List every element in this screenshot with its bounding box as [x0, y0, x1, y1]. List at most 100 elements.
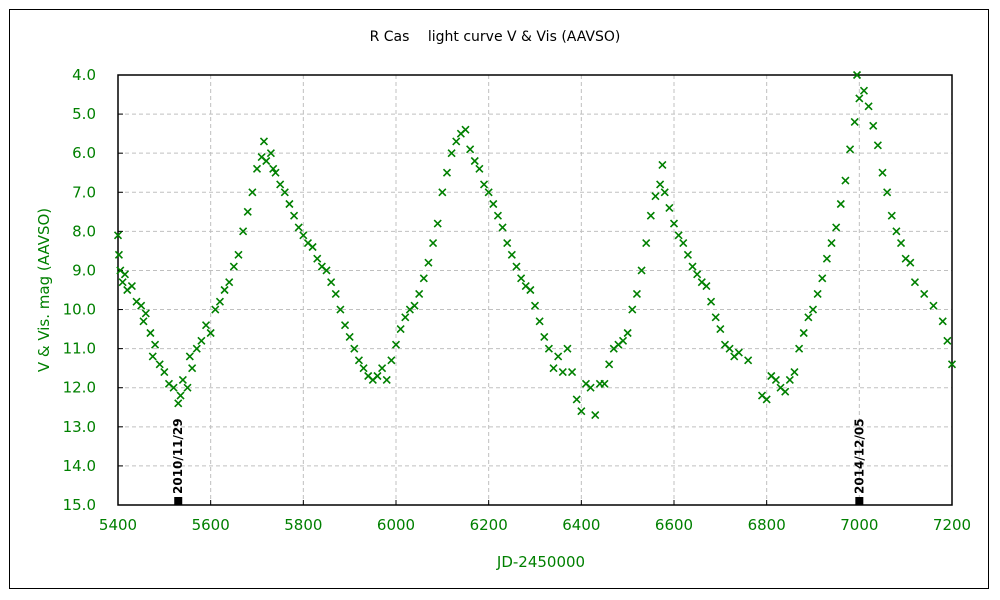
- data-point: [623, 328, 632, 338]
- data-point: [517, 274, 526, 283]
- data-point: [127, 282, 136, 291]
- data-point: [378, 364, 387, 373]
- data-point: [313, 254, 322, 263]
- data-point: [568, 368, 577, 377]
- data-point: [201, 321, 211, 330]
- data-point: [174, 399, 183, 408]
- data-point: [387, 356, 396, 365]
- data-point: [290, 211, 299, 220]
- data-point: [188, 364, 197, 373]
- data-point: [169, 383, 178, 392]
- data-point: [808, 305, 818, 314]
- data-point: [771, 375, 780, 384]
- data-points: [113, 70, 957, 420]
- data-point: [873, 141, 882, 150]
- data-point: [113, 231, 123, 240]
- data-point: [947, 360, 957, 369]
- data-point: [160, 368, 169, 377]
- data-point: [146, 328, 155, 338]
- data-point: [382, 375, 391, 384]
- data-point: [632, 289, 641, 298]
- data-point: [762, 395, 771, 404]
- data-point: [280, 188, 289, 197]
- data-point: [285, 199, 294, 209]
- y-tick-label: 8.0: [72, 222, 96, 240]
- data-point: [618, 336, 628, 345]
- y-tick-label: 15.0: [63, 496, 96, 514]
- data-point: [176, 391, 185, 400]
- data-point: [252, 164, 262, 173]
- x-tick-label: 6200: [470, 516, 508, 534]
- y-tick-label: 12.0: [63, 379, 96, 397]
- data-point: [114, 250, 123, 259]
- data-point: [461, 125, 470, 134]
- data-point: [781, 387, 790, 396]
- data-point: [795, 344, 804, 353]
- chart-frame: [9, 9, 989, 589]
- data-point: [530, 301, 540, 310]
- data-point: [707, 297, 716, 306]
- data-point: [447, 149, 456, 158]
- y-tick-label: 9.0: [72, 261, 96, 279]
- data-point: [151, 340, 160, 349]
- data-point: [852, 70, 862, 80]
- data-point: [322, 266, 331, 275]
- annotations: 2010/11/29 2014/12/05: [171, 418, 866, 505]
- data-point: [484, 188, 493, 197]
- data-point: [234, 250, 243, 259]
- chart-title: R Cas light curve V & Vis (AAVSO): [370, 29, 621, 45]
- data-point: [239, 227, 248, 236]
- date-annotation: 2010/11/29: [171, 418, 185, 494]
- data-point: [331, 289, 340, 298]
- data-point: [470, 156, 479, 166]
- axis-ticks: 5400 5600 5800 6000 6200 6400 6600 6800 7000 7200…: [63, 66, 972, 534]
- data-point: [391, 340, 401, 349]
- data-point: [850, 117, 859, 126]
- data-point: [139, 317, 148, 326]
- data-point: [656, 180, 665, 189]
- data-point: [943, 336, 952, 345]
- data-point: [498, 223, 507, 232]
- data-point: [308, 242, 317, 252]
- date-annotation: 2014/12/05: [852, 418, 866, 494]
- data-point: [586, 383, 595, 392]
- data-point: [702, 282, 711, 291]
- x-tick-label: 6600: [655, 516, 693, 534]
- data-point: [424, 258, 433, 267]
- data-point: [651, 192, 660, 201]
- data-point: [642, 239, 651, 248]
- data-point: [577, 407, 586, 416]
- x-tick-label: 6800: [748, 516, 786, 534]
- data-point: [148, 352, 157, 361]
- data-point: [299, 231, 308, 240]
- x-axis-label: JD-2450000: [496, 553, 585, 571]
- x-tick-label: 7000: [840, 516, 878, 534]
- data-point: [660, 188, 669, 197]
- data-point: [887, 211, 896, 220]
- data-point: [813, 289, 822, 298]
- data-point: [846, 145, 855, 154]
- data-point: [507, 250, 516, 259]
- data-point: [665, 203, 674, 212]
- data-point: [683, 250, 692, 259]
- x-tick-label: 6000: [377, 516, 415, 534]
- date-marker: [855, 497, 864, 505]
- data-point: [512, 262, 521, 271]
- data-point: [600, 379, 609, 388]
- data-point: [535, 317, 544, 326]
- data-point: [327, 278, 336, 287]
- data-point: [591, 411, 600, 420]
- data-point: [489, 199, 498, 209]
- x-tick-label: 5400: [99, 516, 137, 534]
- data-point: [192, 344, 201, 353]
- data-point: [859, 86, 869, 95]
- data-point: [563, 344, 572, 353]
- data-point: [433, 219, 442, 228]
- data-point: [744, 356, 753, 365]
- data-point: [229, 262, 238, 271]
- data-point: [818, 274, 827, 283]
- data-point: [526, 285, 535, 295]
- data-point: [271, 168, 280, 177]
- data-point: [725, 344, 734, 353]
